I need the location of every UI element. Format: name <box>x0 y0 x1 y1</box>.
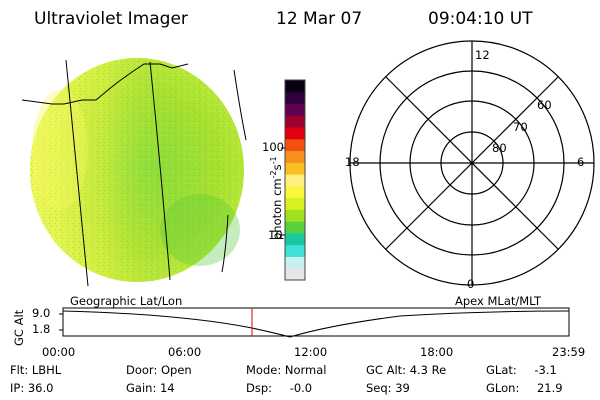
uv-image-disk <box>30 58 244 282</box>
observation-date: 12 Mar 07 <box>276 9 363 29</box>
polar-grid <box>349 40 595 286</box>
geographic-caption: Geographic Lat/Lon <box>70 294 183 308</box>
status-glat: GLat: -3.1 <box>486 363 557 377</box>
colorbar-band <box>285 162 305 175</box>
orbit-y-top: 9.0 <box>32 306 51 320</box>
colorbar-band <box>285 138 305 152</box>
status-mode: Mode: Normal <box>246 363 327 377</box>
colorbar-label-100: 100 <box>262 140 284 154</box>
orbit-x-label-2359: 23:59 <box>552 345 586 359</box>
colorbar-label-10: 10 <box>268 228 283 242</box>
orbit-x-label-1800: 18:00 <box>420 345 454 359</box>
status-gc-alt: GC Alt: 4.3 Re <box>366 363 447 377</box>
apex-caption: Apex MLat/MLT <box>455 294 542 308</box>
mlat-label-80: 80 <box>492 141 507 155</box>
mlt-label-18: 18 <box>345 155 360 169</box>
mlat-label-60: 60 <box>537 98 552 112</box>
instrument-title: Ultraviolet Imager <box>34 9 188 29</box>
mlat-label-70: 70 <box>513 120 528 134</box>
status-filter: Flt: LBHL <box>10 363 62 377</box>
orbit-x-label-1200: 12:00 <box>294 345 328 359</box>
status-ip: IP: 36.0 <box>10 381 54 395</box>
colorbar-unit-label: photon cm-2s-1 <box>269 156 284 240</box>
colorbar-band <box>285 174 305 187</box>
colorbar <box>285 80 305 281</box>
orbit-ylabel: GC Alt <box>12 309 26 346</box>
colorbar-band <box>285 91 305 105</box>
mlt-label-12: 12 <box>475 48 490 62</box>
status-glon: GLon: 21.9 <box>486 381 563 395</box>
orbit-x-label-0000: 00:00 <box>42 345 76 359</box>
polar-diagonal-2 <box>385 76 559 250</box>
status-seq: Seq: 39 <box>366 381 410 395</box>
colorbar-band <box>285 268 305 281</box>
colorbar-band <box>285 80 305 93</box>
observation-time: 09:04:10 UT <box>428 9 533 29</box>
status-door: Door: Open <box>126 363 192 377</box>
orbit-x-label-0600: 06:00 <box>168 345 202 359</box>
colorbar-frame <box>284 79 306 281</box>
status-dsp: Dsp: -0.0 <box>246 381 313 395</box>
colorbar-band <box>285 244 305 257</box>
orbit-y-bottom: 1.8 <box>32 322 51 336</box>
colorbar-band <box>285 150 305 163</box>
mlt-label-0: 0 <box>467 277 475 291</box>
colorbar-band <box>285 185 305 199</box>
colorbar-band <box>285 127 305 140</box>
colorbar-band <box>285 221 305 234</box>
geographic-grid <box>21 59 247 287</box>
mlt-label-6: 6 <box>577 155 585 169</box>
colorbar-band <box>285 197 305 210</box>
colorbar-band <box>285 209 305 222</box>
colorbar-band <box>285 232 305 246</box>
status-gain: Gain: 14 <box>126 381 175 395</box>
colorbar-band <box>285 103 305 116</box>
orbit-altitude-curve <box>62 310 570 338</box>
colorbar-band <box>285 115 305 128</box>
orbit-plot <box>59 307 570 338</box>
orbit-plot-frame <box>62 307 570 337</box>
colorbar-band <box>285 256 305 269</box>
